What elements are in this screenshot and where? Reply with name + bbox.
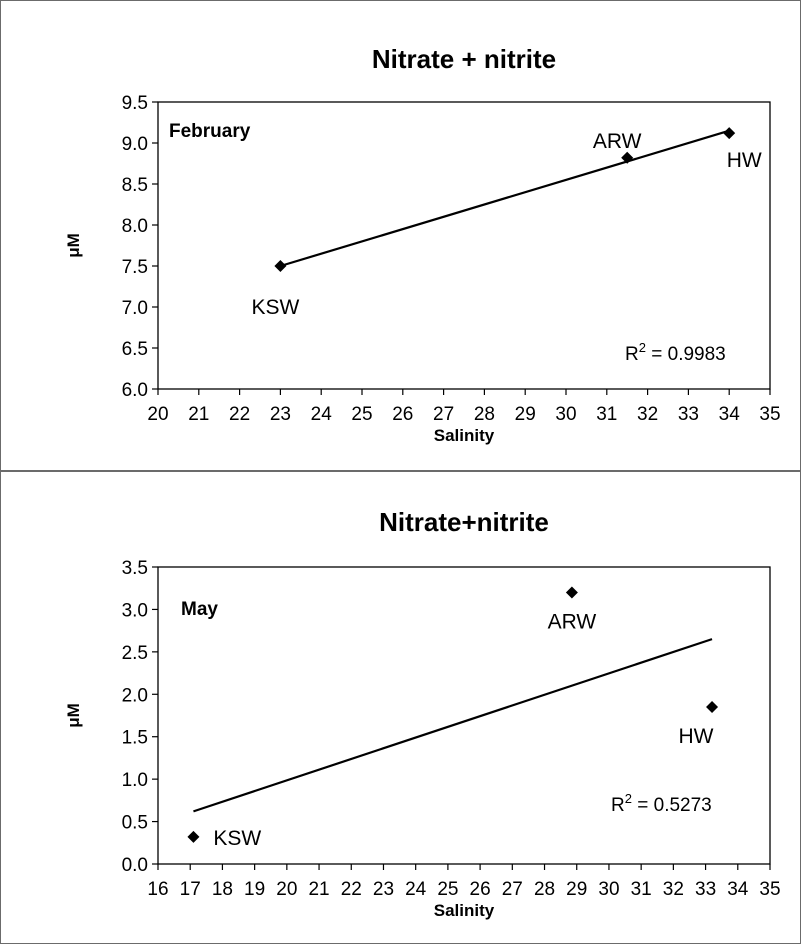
x-tick-label: 27 [502, 879, 523, 900]
plot-area [157, 566, 771, 865]
x-tick-label: 34 [719, 404, 741, 425]
y-tick-label: 8.5 [122, 175, 148, 196]
x-tick-label: 26 [392, 404, 413, 425]
y-axis-title: μM [64, 233, 83, 258]
x-tick-label: 21 [308, 879, 329, 900]
y-tick-label: 7.5 [122, 257, 148, 278]
x-axis-title: Salinity [434, 426, 495, 445]
point-label-arw: ARW [548, 610, 597, 633]
x-tick-label: 23 [270, 404, 291, 425]
plot-area [157, 101, 771, 390]
r-squared-prefix: R [625, 344, 639, 365]
february-chart-panel: Nitrate + nitrite 6.0 6.5 7.0 7.5 8.0 8.5 9.0 9.… [0, 0, 801, 471]
trendline [280, 129, 730, 268]
y-axis-title: μM [64, 703, 83, 728]
point-label-hw: HW [679, 725, 714, 748]
x-tick-label: 25 [437, 879, 458, 900]
data-point-ksw [187, 830, 200, 843]
y-tick-label: 2.0 [122, 685, 148, 706]
x-tick-label: 30 [555, 404, 576, 425]
x-tick-label: 21 [188, 404, 209, 425]
x-tick-label: 33 [695, 879, 716, 900]
y-tick-label: 8.0 [122, 216, 148, 237]
trendline [193, 638, 713, 813]
x-tick-label: 20 [276, 879, 297, 900]
x-tick-label: 22 [341, 879, 362, 900]
may-chart-svg: Nitrate+nitrite 0.0 0.5 1.0 1.5 2.0 2.5 3.0 3.5 1… [64, 507, 781, 920]
chart-title: Nitrate+nitrite [379, 507, 549, 537]
x-tick-label: 32 [663, 879, 684, 900]
x-tick-label: 35 [759, 404, 780, 425]
x-tick-label: 24 [405, 879, 427, 900]
x-tick-label: 34 [727, 879, 749, 900]
r-squared-superscript: 2 [625, 791, 632, 806]
data-point-hw [706, 701, 719, 714]
y-tick-label: 3.0 [122, 600, 148, 621]
x-tick-label: 22 [229, 404, 250, 425]
x-tick-label: 31 [631, 879, 652, 900]
x-tick-label: 23 [373, 879, 394, 900]
point-label-ksw: KSW [251, 296, 299, 319]
data-point-ksw [274, 260, 287, 272]
x-tick-label: 20 [147, 404, 168, 425]
x-tick-label: 16 [147, 879, 168, 900]
x-tick-label: 28 [534, 879, 555, 900]
y-tick-label: 1.5 [122, 728, 148, 749]
month-annotation: May [181, 599, 218, 620]
february-chart-svg: Nitrate + nitrite 6.0 6.5 7.0 7.5 8.0 8.5 9.0 9.… [64, 44, 781, 445]
y-tick-label: 0.5 [122, 813, 148, 834]
x-tick-label: 24 [311, 404, 333, 425]
x-tick-label: 26 [470, 879, 491, 900]
x-tick-label: 25 [351, 404, 372, 425]
r-squared-annotation: R2 = 0.9983 [625, 340, 726, 365]
y-tick-label: 2.5 [122, 643, 148, 664]
x-axis-title: Salinity [434, 901, 495, 920]
x-tick-label: 18 [212, 879, 233, 900]
y-tick-label: 9.0 [122, 134, 148, 155]
point-label-hw: HW [727, 149, 762, 172]
r-squared-value: = 0.9983 [646, 344, 726, 365]
r-squared-superscript: 2 [639, 340, 646, 355]
x-tick-label: 30 [598, 879, 619, 900]
x-tick-label: 29 [566, 879, 587, 900]
y-tick-label: 1.0 [122, 770, 148, 791]
x-tick-label: 28 [474, 404, 495, 425]
chart-title: Nitrate + nitrite [372, 44, 556, 74]
y-tick-label: 3.5 [122, 558, 148, 579]
y-tick-label: 7.0 [122, 298, 148, 319]
x-tick-label: 29 [515, 404, 536, 425]
r-squared-prefix: R [611, 795, 625, 816]
y-tick-label: 6.5 [122, 339, 148, 360]
x-tick-label: 19 [244, 879, 265, 900]
may-chart-panel: Nitrate+nitrite 0.0 0.5 1.0 1.5 2.0 2.5 3.0 3.5 1… [0, 471, 801, 944]
y-tick-label: 6.0 [122, 380, 148, 401]
r-squared-annotation: R2 = 0.5273 [611, 791, 712, 816]
r-squared-value: = 0.5273 [632, 795, 712, 816]
point-label-arw: ARW [593, 130, 642, 153]
x-tick-label: 35 [759, 879, 780, 900]
x-tick-label: 27 [433, 404, 454, 425]
data-point-arw [565, 586, 578, 599]
x-tick-label: 33 [678, 404, 699, 425]
y-tick-label: 9.5 [122, 93, 148, 114]
x-tick-label: 32 [637, 404, 658, 425]
data-point-arw [621, 151, 634, 164]
month-annotation: February [169, 121, 251, 142]
data-point-hw [723, 127, 736, 140]
point-label-ksw: KSW [213, 827, 261, 850]
y-tick-label: 0.0 [122, 855, 148, 876]
x-tick-label: 31 [596, 404, 617, 425]
x-tick-label: 17 [180, 879, 201, 900]
